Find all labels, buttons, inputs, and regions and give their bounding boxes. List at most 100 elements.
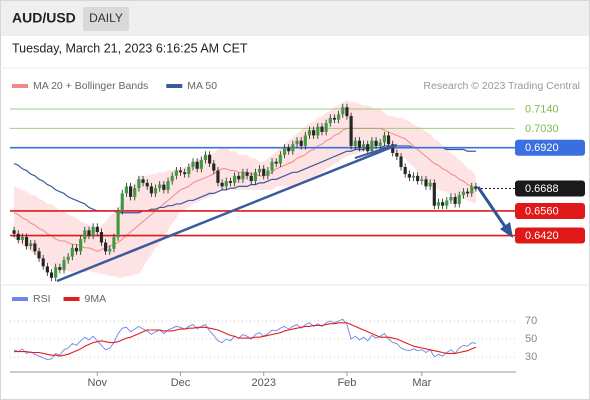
bollinger-band xyxy=(14,100,476,278)
candle-body xyxy=(378,142,382,146)
candle-body xyxy=(33,243,37,252)
timestamp: Tuesday, March 21, 2023 6:16:25 AM CET xyxy=(12,41,248,55)
candle-body xyxy=(424,179,428,187)
candle-body xyxy=(224,181,228,187)
level-label: 0.6688 xyxy=(525,183,559,195)
candle-body xyxy=(445,200,449,206)
line-layer xyxy=(10,127,515,361)
candle-body xyxy=(332,117,337,120)
candle-body xyxy=(133,188,137,197)
candle-body xyxy=(158,184,162,189)
candle-body xyxy=(428,182,432,187)
candle-body xyxy=(416,175,420,182)
candle-body xyxy=(162,184,166,190)
candle-body xyxy=(303,135,307,146)
candle-body xyxy=(287,147,291,152)
level-label: 0.6920 xyxy=(525,142,559,154)
candle-body xyxy=(45,266,49,273)
candle-body xyxy=(233,175,237,183)
level-label: 0.6560 xyxy=(525,205,559,217)
candle-body xyxy=(291,144,295,152)
candle-body xyxy=(391,144,395,153)
candle-body xyxy=(174,170,178,176)
candle-body xyxy=(253,172,257,182)
candle-body xyxy=(124,186,129,194)
y-tick-label: 30 xyxy=(525,351,537,363)
legend-label: MA 50 xyxy=(187,80,217,92)
candle-body xyxy=(16,233,20,240)
candle-body xyxy=(41,258,45,267)
candle-body xyxy=(91,226,95,236)
candle-body xyxy=(99,232,104,243)
candle-body xyxy=(361,144,366,148)
candle-body xyxy=(382,135,386,143)
candle-body xyxy=(20,236,24,240)
candle-body xyxy=(95,226,99,233)
candle-body xyxy=(278,154,282,164)
period[interactable]: DAILY xyxy=(89,11,123,25)
candle-body xyxy=(187,167,191,175)
candle-body xyxy=(320,126,324,132)
candle-body xyxy=(316,126,320,136)
level-label: 0.7030 xyxy=(525,123,559,135)
legend-label: RSI xyxy=(33,293,51,305)
candle-body xyxy=(149,186,153,194)
candle-body xyxy=(112,237,116,249)
trend-layer xyxy=(56,143,513,283)
level-badge xyxy=(515,202,585,219)
candle-body xyxy=(249,175,253,182)
candle-body xyxy=(212,163,216,171)
band-layer xyxy=(14,100,476,278)
candle-body xyxy=(62,260,66,270)
candle-body xyxy=(128,186,133,197)
indicator-line xyxy=(14,322,477,357)
candle-body xyxy=(357,140,362,148)
candle-body xyxy=(411,175,416,178)
candle-body xyxy=(70,247,74,257)
candle-body xyxy=(178,170,183,173)
level-label: 0.7140 xyxy=(525,103,559,115)
candle-body xyxy=(407,174,411,178)
candle-body xyxy=(87,230,91,236)
candle-body xyxy=(474,186,478,189)
candle-body xyxy=(374,140,378,146)
trend-line xyxy=(354,145,393,159)
label-layer: MA 20 + Bollinger Bands MA 50 0.7140 0.7030… xyxy=(12,80,585,389)
candle-body xyxy=(449,196,453,201)
candle-body xyxy=(307,130,312,136)
candle-body xyxy=(257,168,262,173)
candle-body xyxy=(341,107,345,115)
candle-body xyxy=(262,168,266,176)
candle-body xyxy=(328,117,332,124)
symbol: AUD/USD xyxy=(12,10,76,26)
candle-body xyxy=(237,175,241,180)
candle-body xyxy=(453,196,457,204)
candle-body xyxy=(386,135,391,145)
candle-body xyxy=(282,147,287,155)
candle-body xyxy=(120,193,124,211)
candle-body xyxy=(191,161,195,168)
candle-body xyxy=(37,251,41,259)
candle-layer xyxy=(12,103,478,282)
forecast-arrow xyxy=(476,186,508,229)
forecast-arrowhead xyxy=(500,222,513,238)
x-tick-label: Nov xyxy=(88,377,108,389)
candle-body xyxy=(461,191,466,196)
level-badge xyxy=(515,180,585,197)
x-tick-label: Feb xyxy=(337,377,356,389)
candle-body xyxy=(108,248,112,252)
candle-body xyxy=(295,140,299,145)
candle-body xyxy=(216,170,220,183)
level-label: 0.6420 xyxy=(525,230,559,242)
period-badge[interactable] xyxy=(83,7,129,31)
x-tick-label: 2023 xyxy=(251,377,275,389)
trend-line xyxy=(56,143,398,283)
candle-body xyxy=(74,247,79,252)
candle-body xyxy=(274,161,278,164)
x-tick-label: Mar xyxy=(412,377,431,389)
level-badge xyxy=(515,227,585,244)
candle-body xyxy=(366,144,370,152)
moving-average xyxy=(13,127,477,252)
